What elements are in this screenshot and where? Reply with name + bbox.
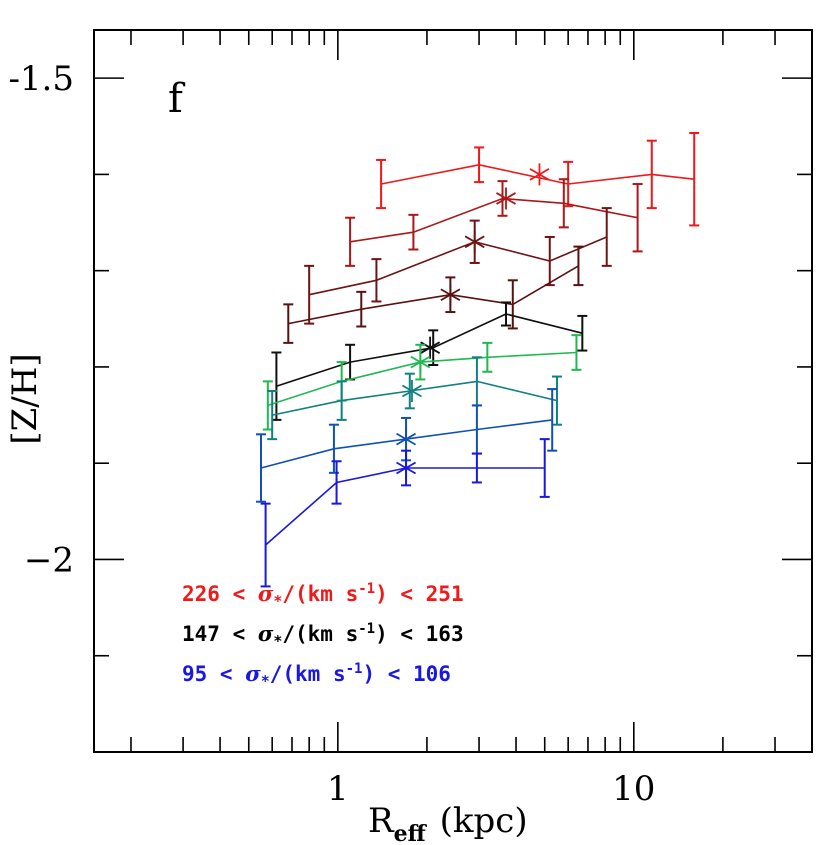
series-line [272,380,558,416]
star-stroke [420,341,441,354]
legend-range-start: 147 < [182,622,258,646]
legend-range-start: 226 < [182,582,258,606]
series-layer [256,132,700,588]
series-line [288,265,579,325]
x-axis-title: Reff (kpc) [368,801,528,845]
series [304,207,612,325]
x-axis-title-unit: (kpc) [440,801,528,841]
series [260,438,550,588]
legend-sigma: σ [258,581,274,606]
legend-exponent: -1 [358,621,375,637]
median-star-marker [396,428,417,451]
legend-range-end: ) < 106 [362,662,451,686]
median-star-marker [496,187,516,210]
legend-unit: /(km s [282,582,358,606]
legend-sigma-star: * [261,672,270,690]
legend-exponent: -1 [346,661,363,677]
median-star-marker [420,336,441,359]
star-stroke [410,355,431,369]
legend-entry: 226 < σ*/(km s-1) < 251 [182,581,464,610]
series [345,178,643,267]
series [271,301,588,421]
median-star-marker [464,230,485,253]
series-line [349,197,638,243]
y-axis-title: [Z/H] [5,353,45,444]
median-star-marker [401,380,422,402]
median-star-marker [529,163,550,186]
panel-label: f [168,76,186,122]
legend-sigma-star: * [273,632,282,650]
x-tick-label: 1 [327,769,349,809]
series [267,356,562,441]
plot-frame [93,29,813,753]
tick-labels: 1 10 -1.5 −2 [8,59,655,809]
x-axis-title-main: R [368,801,395,841]
x-axis-title-sub: eff [394,821,428,845]
series [376,132,700,227]
y-tick-label: −2 [24,540,74,580]
star-stroke [401,384,422,398]
legend-unit: /(km s [282,622,358,646]
median-star-marker [440,283,461,306]
star-stroke [440,288,461,302]
legend-sigma: σ [258,621,274,646]
legend-sigma-star: * [273,592,282,610]
x-tick-label: 10 [612,769,655,809]
legend-range-end: ) < 251 [375,582,464,606]
legend-unit: /(km s [270,662,346,686]
axis-ticks [94,30,813,753]
star-stroke [396,432,417,446]
series-line [380,163,695,185]
y-tick-label: -1.5 [8,59,74,99]
legend-entry: 95 < σ*/(km s-1) < 106 [182,661,451,690]
median-star-marker [410,351,431,374]
legend-sigma: σ [245,661,261,686]
median-star-marker [396,457,417,480]
legend-range-end: ) < 163 [375,622,464,646]
legend-exponent: -1 [358,581,375,597]
star-stroke [529,168,550,181]
legend-entry: 147 < σ*/(km s-1) < 163 [182,621,464,650]
legend-range-start: 95 < [182,662,245,686]
star-stroke [496,192,516,205]
series [283,245,584,344]
star-stroke [396,461,417,475]
star-stroke [464,235,485,249]
